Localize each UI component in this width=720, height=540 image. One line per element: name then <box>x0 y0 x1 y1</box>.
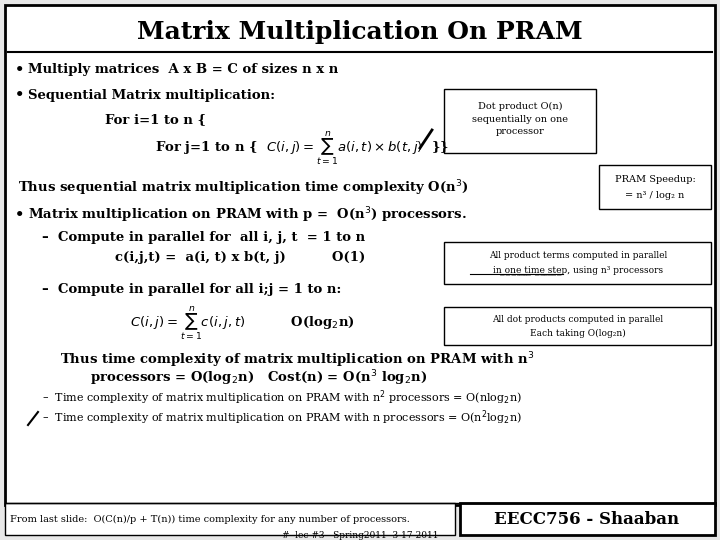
FancyBboxPatch shape <box>460 503 715 535</box>
Text: –  Compute in parallel for all i;j = 1 to n:: – Compute in parallel for all i;j = 1 to… <box>42 284 341 296</box>
Text: For i=1 to n {: For i=1 to n { <box>105 113 206 126</box>
FancyBboxPatch shape <box>5 503 455 535</box>
Text: in ̲o̲n̲e̲ ̲t̲i̲m̲e̲ ̲s̲t̲e̲p, using n³ processors: in ̲o̲n̲e̲ ̲t̲i̲m̲e̲ ̲s̲t̲e̲p, using n³ … <box>493 265 663 275</box>
FancyBboxPatch shape <box>444 307 711 345</box>
Text: Each taking O(log₂n): Each taking O(log₂n) <box>530 328 626 338</box>
Text: •: • <box>15 63 24 77</box>
Text: sequentially on one: sequentially on one <box>472 114 568 124</box>
Text: Matrix multiplication on PRAM with p =  O(n$^3$) processors.: Matrix multiplication on PRAM with p = O… <box>28 205 467 225</box>
FancyBboxPatch shape <box>444 89 596 153</box>
Text: = n³ / log₂ n: = n³ / log₂ n <box>626 192 685 200</box>
FancyBboxPatch shape <box>599 165 711 209</box>
Text: processors = O(log$_2$n)   Cost(n) = O(n$^3$ log$_2$n): processors = O(log$_2$n) Cost(n) = O(n$^… <box>90 368 427 388</box>
Text: –  Time complexity of matrix multiplication on PRAM with n processors = O(n$^2$l: – Time complexity of matrix multiplicati… <box>42 409 522 427</box>
FancyBboxPatch shape <box>5 5 715 505</box>
Text: Multiply matrices  A x B = C of sizes n x n: Multiply matrices A x B = C of sizes n x… <box>28 64 338 77</box>
Text: $C(i,j) = \sum_{t=1}^{n} c(i,j,t)$          O(log$_2$n): $C(i,j) = \sum_{t=1}^{n} c(i,j,t)$ O(log… <box>130 305 355 342</box>
Text: Sequential Matrix multiplication:: Sequential Matrix multiplication: <box>28 89 275 102</box>
Text: •: • <box>15 88 24 102</box>
Text: –  Compute in parallel for  all i, j, t  = 1 to n: – Compute in parallel for all i, j, t = … <box>42 231 365 244</box>
Text: •: • <box>15 208 24 222</box>
Text: For j=1 to n {  $C(i,j) = \sum_{t=1}^{n} a(i,t)\times b(t,j)$  }}: For j=1 to n { $C(i,j) = \sum_{t=1}^{n} … <box>155 129 449 167</box>
Text: Thus time complexity of matrix multiplication on PRAM with n$^3$: Thus time complexity of matrix multiplic… <box>60 350 534 370</box>
Text: All product terms computed in parallel: All product terms computed in parallel <box>489 252 667 260</box>
Text: c(i,j,t) =  a(i, t) x b(t, j)          O(1): c(i,j,t) = a(i, t) x b(t, j) O(1) <box>115 252 365 265</box>
Text: –  Time complexity of matrix multiplication on PRAM with n$^2$ processors = O(nl: – Time complexity of matrix multiplicati… <box>42 389 522 407</box>
Text: Thus sequential matrix multiplication time complexity O(n$^3$): Thus sequential matrix multiplication ti… <box>18 178 469 198</box>
Text: PRAM Speedup:: PRAM Speedup: <box>615 176 696 185</box>
FancyBboxPatch shape <box>444 242 711 284</box>
Text: processor: processor <box>495 127 544 137</box>
Text: #  lec #3   Spring2011  3-17-2011: # lec #3 Spring2011 3-17-2011 <box>282 530 438 539</box>
Text: EECC756 - Shaaban: EECC756 - Shaaban <box>495 510 680 528</box>
Text: Dot product O(n): Dot product O(n) <box>478 102 562 111</box>
Text: Matrix Multiplication On PRAM: Matrix Multiplication On PRAM <box>138 20 582 44</box>
Text: All dot products computed in parallel: All dot products computed in parallel <box>492 315 664 325</box>
Text: From last slide:  O(C(n)/p + T(n)) time complexity for any number of processors.: From last slide: O(C(n)/p + T(n)) time c… <box>10 515 410 524</box>
